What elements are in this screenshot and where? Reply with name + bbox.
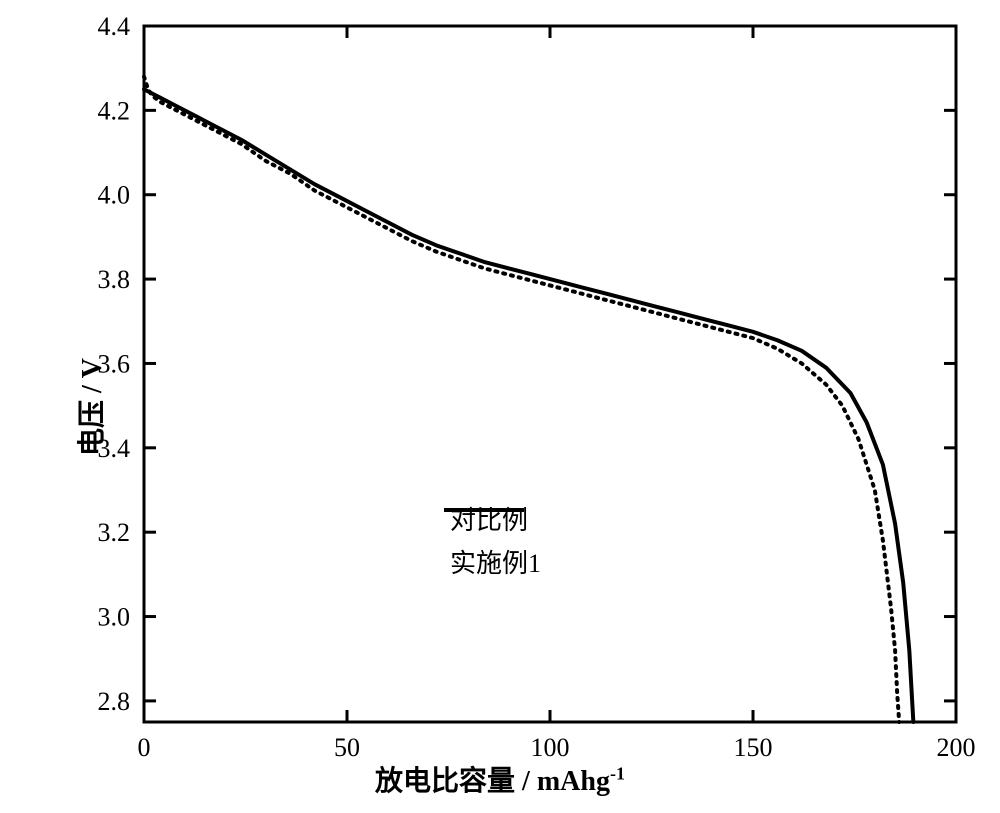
svg-text:50: 50: [334, 733, 360, 762]
y-axis-title: 电压 / V: [70, 317, 110, 497]
svg-text:3.2: 3.2: [98, 518, 131, 547]
svg-text:2.8: 2.8: [98, 687, 131, 716]
svg-text:4.0: 4.0: [98, 181, 131, 210]
svg-text:200: 200: [937, 733, 976, 762]
svg-text:4.2: 4.2: [98, 96, 131, 125]
discharge-curve-chart: 0501001502002.83.03.23.43.63.84.04.24.4 …: [0, 0, 1000, 813]
svg-text:100: 100: [531, 733, 570, 762]
chart-svg: 0501001502002.83.03.23.43.63.84.04.24.4: [0, 0, 1000, 813]
svg-text:0: 0: [138, 733, 151, 762]
svg-text:4.4: 4.4: [98, 12, 131, 41]
legend-label: 实施例1: [450, 543, 541, 580]
svg-text:3.8: 3.8: [98, 265, 131, 294]
legend-item: 实施例1: [440, 543, 541, 580]
svg-text:150: 150: [734, 733, 773, 762]
svg-text:3.0: 3.0: [98, 603, 131, 632]
x-axis-title: 放电比容量 / mAhg-1: [375, 759, 625, 799]
legend: 对比例实施例1: [440, 500, 541, 586]
